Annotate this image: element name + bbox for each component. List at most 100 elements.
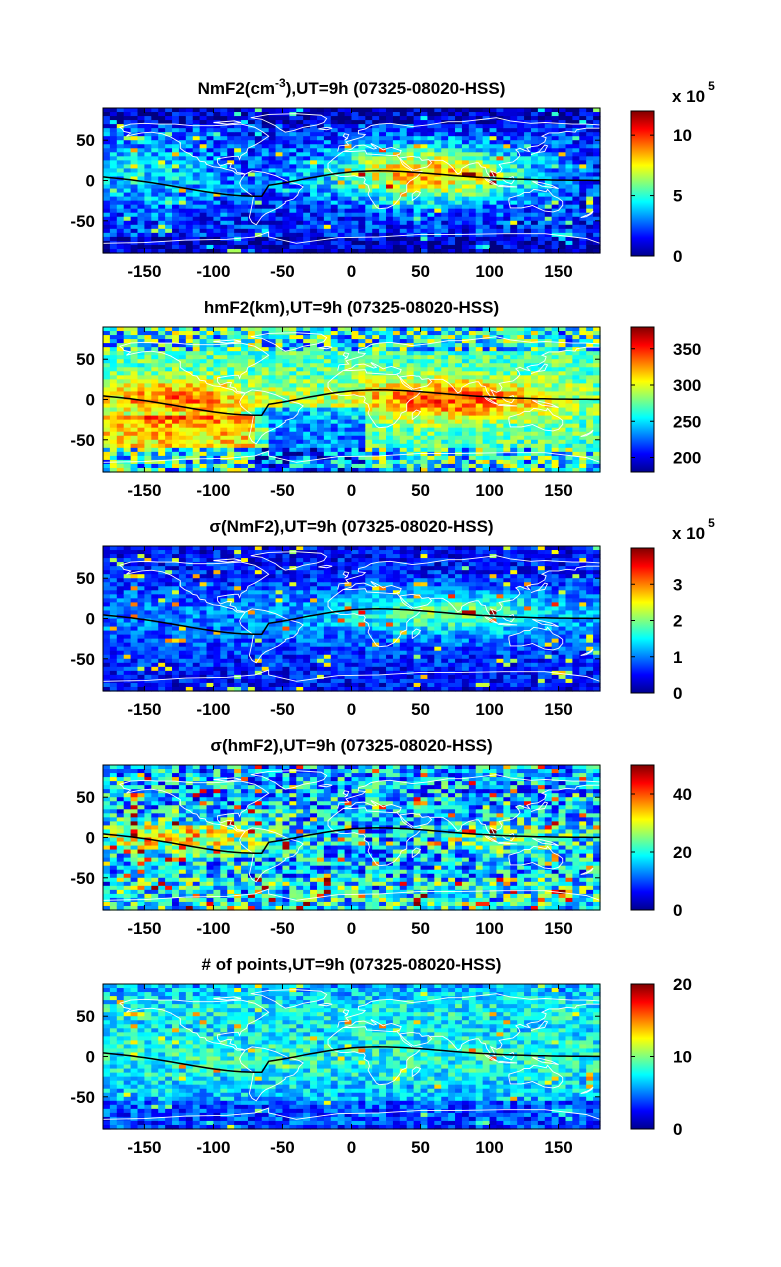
heatmap-cell [468,379,477,384]
heatmap-cell [565,140,573,145]
heatmap-cell [206,331,215,336]
heatmap-cell [530,331,539,336]
heatmap-cell [268,164,277,170]
heatmap-cell [234,407,242,413]
heatmap-cell [220,335,228,340]
heatmap-cell [510,399,518,405]
heatmap-cell [475,184,484,190]
heatmap-cell [241,447,249,453]
heatmap-cell [489,152,498,157]
heatmap-cell [461,236,470,242]
heatmap-cell [289,228,297,234]
heatmap-cell [386,459,394,465]
heatmap-cell [475,244,484,250]
heatmap-cell [448,359,456,364]
heatmap-cell [565,144,573,149]
heatmap-cell [165,108,173,113]
heatmap-cell [282,427,290,433]
heatmap-cell [158,463,166,469]
heatmap-cell [406,204,415,210]
heatmap-cell [482,351,491,356]
heatmap-cell [503,228,511,234]
heatmap-cell [434,184,442,190]
heatmap-cell [275,228,284,234]
heatmap-cell [337,435,346,441]
heatmap-cell [517,196,525,202]
heatmap-cell [192,467,201,473]
heatmap-cell [524,200,532,206]
heatmap-cell [482,427,491,433]
heatmap-cell [496,148,504,153]
heatmap-cell [130,467,139,473]
heatmap-cell [109,212,118,218]
heatmap-cell [503,463,511,469]
panel-2: hmF2(km),UT=9h (07325-08020-HSS)-150 -100… [70,298,701,500]
heatmap-cell [448,395,456,401]
heatmap-cell [461,419,470,425]
heatmap-cell [310,208,318,214]
heatmap-cell [247,164,256,170]
heatmap-cell [144,339,152,344]
heatmap-cell [158,192,166,198]
y-tick-label: 0 [86,172,95,191]
heatmap-cell [558,132,567,137]
heatmap-cell [144,224,152,230]
heatmap-cell [227,403,235,409]
heatmap-cell [144,248,152,254]
heatmap-cell [303,204,311,210]
heatmap-cell [586,240,594,246]
heatmap-cell [234,463,242,469]
heatmap-cell [289,455,297,461]
heatmap-cell [344,443,353,449]
heatmap-cell [234,232,242,238]
heatmap-cell [482,224,491,230]
heatmap-cell [351,375,359,380]
heatmap-cell [510,371,518,376]
heatmap-cell [241,240,249,246]
heatmap-cell [530,407,539,413]
heatmap-cell [310,419,318,425]
heatmap-cell [455,463,463,469]
heatmap-cell [510,132,518,137]
heatmap-cell [316,331,325,336]
heatmap-cell [296,327,304,332]
heatmap-cell [199,112,208,117]
heatmap-cell [282,200,290,206]
heatmap-cell [482,208,491,214]
heatmap-cell [172,407,180,413]
heatmap-cell [572,156,580,161]
heatmap-cell [537,387,546,393]
heatmap-cell [310,439,318,445]
heatmap-cell [316,411,325,417]
heatmap-cell [289,224,297,230]
heatmap-cell [123,467,132,473]
heatmap-cell [206,148,215,153]
heatmap-cell [434,455,442,461]
heatmap-cell [386,447,394,453]
heatmap-cell [199,124,208,129]
heatmap-cell [151,228,159,234]
heatmap-cell [524,391,532,397]
heatmap-cell [510,451,518,457]
heatmap-cell [254,403,263,409]
heatmap-cell [165,335,173,340]
heatmap-cell [517,467,525,473]
heatmap-cell [296,391,304,397]
heatmap-cell [144,351,152,356]
heatmap-cell [586,204,594,210]
heatmap-cell [144,136,152,141]
heatmap-cell [165,228,173,234]
heatmap-cell [448,248,456,254]
heatmap-cell [593,228,601,234]
heatmap-cell [475,379,484,384]
heatmap-cell [261,379,270,384]
heatmap-cell [413,363,422,368]
heatmap-cell [537,327,546,332]
heatmap-cell [496,435,504,441]
heatmap-cell [503,431,511,437]
heatmap-cell [303,367,311,372]
heatmap-cell [220,343,228,348]
heatmap-cell [103,164,111,170]
heatmap-cell [399,148,408,153]
heatmap-cell [289,463,297,469]
